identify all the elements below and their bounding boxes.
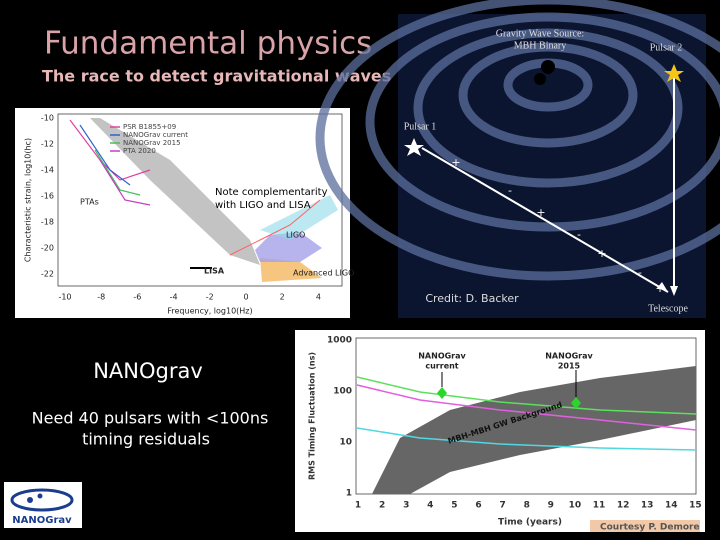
y-tick-label: 1000 <box>327 336 352 346</box>
logo: NANOGrav <box>4 482 82 528</box>
region-label: PTAs <box>80 198 99 207</box>
annotation: NANOGrav <box>545 352 593 361</box>
y-tick-label: -12 <box>41 140 54 149</box>
heading: NANOgrav <box>93 359 203 383</box>
title: Fundamental physics <box>44 26 372 62</box>
y-tick-label: -18 <box>41 218 54 227</box>
x-tick-label: 4 <box>316 293 321 302</box>
body-text: Need 40 pulsars with <100ns <box>32 409 269 428</box>
source-label: Gravity Wave Source: <box>496 28 584 39</box>
x-tick-label: 3 <box>403 501 409 511</box>
sign: + <box>655 282 664 295</box>
pulsar-label: Pulsar 2 <box>650 42 683 53</box>
x-tick-label: 2 <box>280 293 285 302</box>
x-tick-label: -10 <box>58 293 71 302</box>
x-tick-label: 5 <box>451 501 457 511</box>
pulsar-label: Pulsar 1 <box>404 121 437 132</box>
x-tick-label: -8 <box>97 293 105 302</box>
x-tick-label: 0 <box>243 293 248 302</box>
sign: + <box>451 156 460 169</box>
strain-plot <box>15 108 350 318</box>
x-tick-label: 2 <box>379 501 385 511</box>
y-tick-label: -20 <box>41 244 54 253</box>
wave-image: Gravity Wave Source: MBH Binary Pulsar 2… <box>315 0 720 318</box>
legend-label: PTA 2020 <box>123 147 156 155</box>
y-tick-label: -16 <box>41 192 54 201</box>
y-tick-label: 100 <box>333 387 352 397</box>
annotation: NANOGrav <box>418 352 466 361</box>
legend-label: PSR B1855+09 <box>123 123 176 131</box>
region-label: Advanced LIGO <box>293 269 354 278</box>
annotation: Note complementarity <box>215 187 328 198</box>
x-tick-label: 13 <box>641 501 654 511</box>
x-tick-label: 14 <box>665 501 678 511</box>
subtitle: The race to detect gravitational waves <box>42 67 391 86</box>
annotation: with LIGO and LISA <box>215 200 311 211</box>
x-tick-label: 10 <box>569 501 582 511</box>
annotation: 2015 <box>558 362 581 371</box>
rms-plot <box>295 330 705 532</box>
axis-label: Frequency, log10(Hz) <box>167 307 252 316</box>
sign: - <box>577 228 581 241</box>
y-tick-label: 1 <box>346 489 352 499</box>
telescope-label: Telescope <box>648 303 688 314</box>
x-tick-label: 4 <box>427 501 433 511</box>
region-label: LIGO <box>286 231 305 240</box>
x-tick-label: -4 <box>170 293 178 302</box>
x-tick-label: 6 <box>475 501 481 511</box>
logo-text: NANOGrav <box>12 515 72 526</box>
y-tick-label: -14 <box>41 166 54 175</box>
x-tick-label: -6 <box>133 293 141 302</box>
annotation: current <box>425 362 458 371</box>
x-tick-label: 8 <box>524 501 530 511</box>
body-text: timing residuals <box>82 430 210 449</box>
x-tick-label: 9 <box>548 501 554 511</box>
sign: + <box>597 247 606 260</box>
x-tick-label: 7 <box>499 501 505 511</box>
x-tick-label: 1 <box>355 501 361 511</box>
axis-label: Characteristic strain, log10(hc) <box>24 138 33 262</box>
axis-label: Time (years) <box>498 518 562 528</box>
x-tick-label: 11 <box>593 501 606 511</box>
y-tick-label: -22 <box>41 270 54 279</box>
sign: - <box>508 184 512 197</box>
x-tick-label: 15 <box>689 501 702 511</box>
legend-label: NANOGrav current <box>123 131 188 139</box>
y-tick-label: 10 <box>339 438 352 448</box>
x-tick-label: -2 <box>206 293 214 302</box>
credit: Credit: D. Backer <box>425 292 519 305</box>
sign: + <box>536 206 545 219</box>
legend-label: NANOGrav 2015 <box>123 139 181 147</box>
region-label: LISA <box>204 267 225 276</box>
x-tick-label: 12 <box>617 501 630 511</box>
credit: Courtesy P. Demore <box>600 523 700 533</box>
sign: - <box>638 266 642 279</box>
y-tick-label: -10 <box>41 114 54 123</box>
axis-label: RMS Timing Fluctuation (ns) <box>308 352 317 480</box>
source-label: MBH Binary <box>514 40 567 51</box>
